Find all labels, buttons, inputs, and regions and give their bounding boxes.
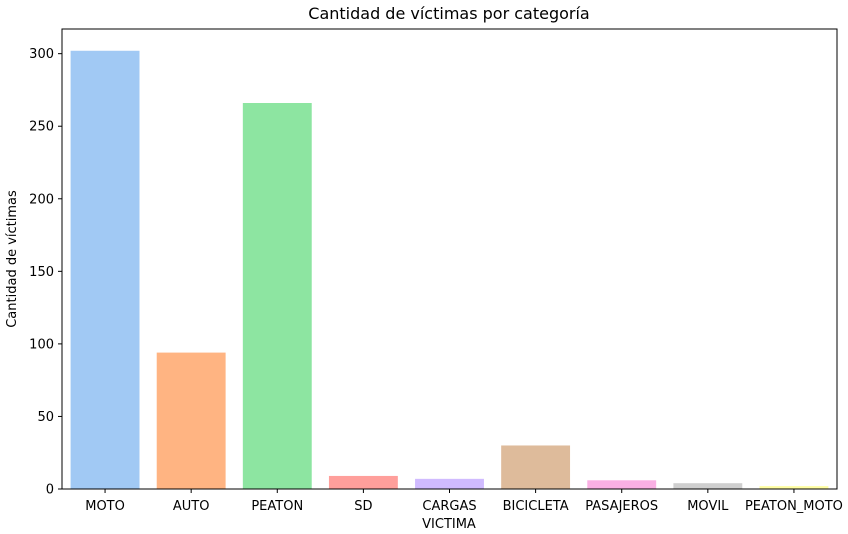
chart-title: Cantidad de víctimas por categoría — [308, 4, 589, 23]
y-axis: 0 50 100 150 200 250 300 — [29, 47, 62, 498]
y-tick-label: 200 — [29, 192, 54, 207]
x-tick-label: MOTO — [85, 499, 125, 514]
x-tick-label: PASAJEROS — [585, 499, 658, 514]
x-tick-label: PEATON — [251, 499, 303, 514]
x-axis: MOTO AUTO PEATON SD CARGAS BICICLETA PASAJEROS… — [85, 489, 843, 514]
bar-cargas — [415, 478, 484, 489]
y-tick-label: 100 — [29, 337, 54, 352]
bar-peaton-moto — [759, 486, 829, 489]
y-tick-label: 50 — [37, 410, 54, 425]
y-axis-label: Cantidad de víctimas — [5, 190, 20, 328]
bar-movil — [673, 483, 743, 489]
x-tick-label: CARGAS — [422, 499, 476, 514]
y-tick-label: 150 — [29, 265, 54, 280]
y-tick-label: 250 — [29, 120, 54, 135]
x-tick-label: MOVIL — [687, 499, 729, 514]
y-tick-label: 300 — [29, 47, 54, 62]
y-tick-label: 0 — [46, 483, 54, 498]
bar-peaton — [242, 103, 312, 489]
x-tick-label: PEATON_MOTO — [745, 499, 843, 514]
bar-moto — [70, 50, 140, 489]
bar-pasajeros — [587, 480, 657, 489]
x-tick-label: AUTO — [173, 499, 210, 514]
x-axis-label: VICTIMA — [422, 517, 476, 532]
bar-sd — [328, 475, 398, 489]
x-tick-label: BICICLETA — [503, 499, 569, 514]
bar-bicicleta — [501, 445, 571, 489]
x-tick-label: SD — [354, 499, 372, 514]
bar-auto — [156, 352, 226, 489]
bars-group — [70, 50, 829, 489]
